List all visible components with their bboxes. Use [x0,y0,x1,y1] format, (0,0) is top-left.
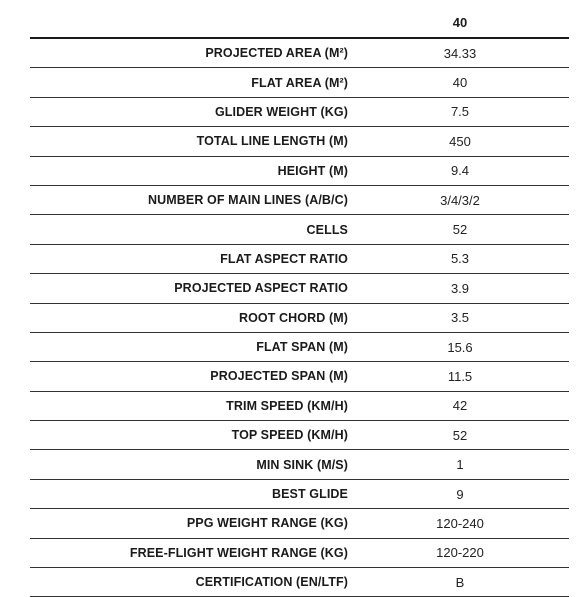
spec-value: 450 [449,133,471,149]
table-row: FLAT ASPECT RATIO 5.3 [30,245,569,275]
table-row: MIN SINK (M/S) 1 [30,450,569,480]
spec-value: 52 [452,427,468,443]
spec-value: 42 [452,398,468,414]
table-row: GLIDER WEIGHT (KG) 7.5 [30,98,569,128]
spec-value: 34.33 [443,45,477,61]
table-body: PROJECTED AREA (M²) 34.33 FLAT AREA (M²) 40… [30,39,569,597]
table-row: PROJECTED AREA (M²) 34.33 [30,39,569,69]
table-row: CELLS 52 [30,215,569,245]
spec-label: FREE-FLIGHT WEIGHT RANGE (KG) [129,545,348,560]
spec-value: 3.9 [450,280,470,296]
table-row: TOP SPEED (KM/H) 52 [30,421,569,451]
table-row: PROJECTED SPAN (M) 11.5 [30,362,569,392]
spec-label: TRIM SPEED (KM/H) [226,398,348,413]
table-row: FLAT SPAN (M) 15.6 [30,333,569,363]
spec-table: 40 PROJECTED AREA (M²) 34.33 FLAT AREA (M²… [30,8,569,597]
spec-label: PROJECTED ASPECT RATIO [174,281,348,296]
table-header: 40 [30,8,569,39]
spec-label: FLAT AREA (M²) [251,75,348,90]
size-column-header: 40 [452,15,468,30]
spec-label: GLIDER WEIGHT (KG) [214,104,348,119]
spec-value: 3/4/3/2 [440,192,480,208]
table-row: TOTAL LINE LENGTH (M) 450 [30,127,569,157]
spec-label: BEST GLIDE [271,487,348,502]
spec-label: FLAT SPAN (M) [256,340,348,355]
spec-value: 11.5 [447,368,473,384]
table-row: HEIGHT (M) 9.4 [30,157,569,186]
spec-value: 5.3 [450,251,470,267]
table-row: TRIM SPEED (KM/H) 42 [30,392,569,422]
spec-value: B [455,574,465,590]
spec-label: NUMBER OF MAIN LINES (A/B/C) [147,193,348,208]
spec-value: 1 [456,457,464,473]
spec-label: FLAT ASPECT RATIO [220,251,348,266]
spec-label: TOTAL LINE LENGTH (M) [196,134,348,149]
spec-label: PROJECTED SPAN (M) [210,369,348,384]
table-row: PROJECTED ASPECT RATIO 3.9 [30,274,569,304]
spec-value: 7.5 [450,104,470,120]
spec-label: MIN SINK (M/S) [256,457,348,472]
spec-value: 120-240 [436,515,484,531]
spec-value: 9 [456,486,464,502]
spec-label: PROJECTED AREA (M²) [205,46,348,61]
spec-value: 3.5 [450,310,470,326]
spec-value: 15.6 [447,339,473,355]
spec-label: CELLS [306,222,348,237]
spec-value: 120-220 [436,545,484,561]
spec-label: CERTIFICATION (EN/LTF) [195,575,348,590]
table-row: FREE-FLIGHT WEIGHT RANGE (KG) 120-220 [30,539,569,569]
spec-label: TOP SPEED (KM/H) [231,428,348,443]
spec-label: HEIGHT (M) [277,163,348,178]
spec-label: ROOT CHORD (M) [238,310,348,325]
spec-value: 40 [452,75,468,91]
spec-value: 9.4 [450,163,470,179]
table-row: BEST GLIDE 9 [30,480,569,510]
spec-label: PPG WEIGHT RANGE (KG) [186,516,348,531]
spec-value: 52 [452,222,468,238]
table-row: FLAT AREA (M²) 40 [30,68,569,98]
table-row: NUMBER OF MAIN LINES (A/B/C) 3/4/3/2 [30,186,569,216]
table-row: ROOT CHORD (M) 3.5 [30,304,569,333]
table-row: CERTIFICATION (EN/LTF) B [30,568,569,597]
table-row: PPG WEIGHT RANGE (KG) 120-240 [30,509,569,539]
